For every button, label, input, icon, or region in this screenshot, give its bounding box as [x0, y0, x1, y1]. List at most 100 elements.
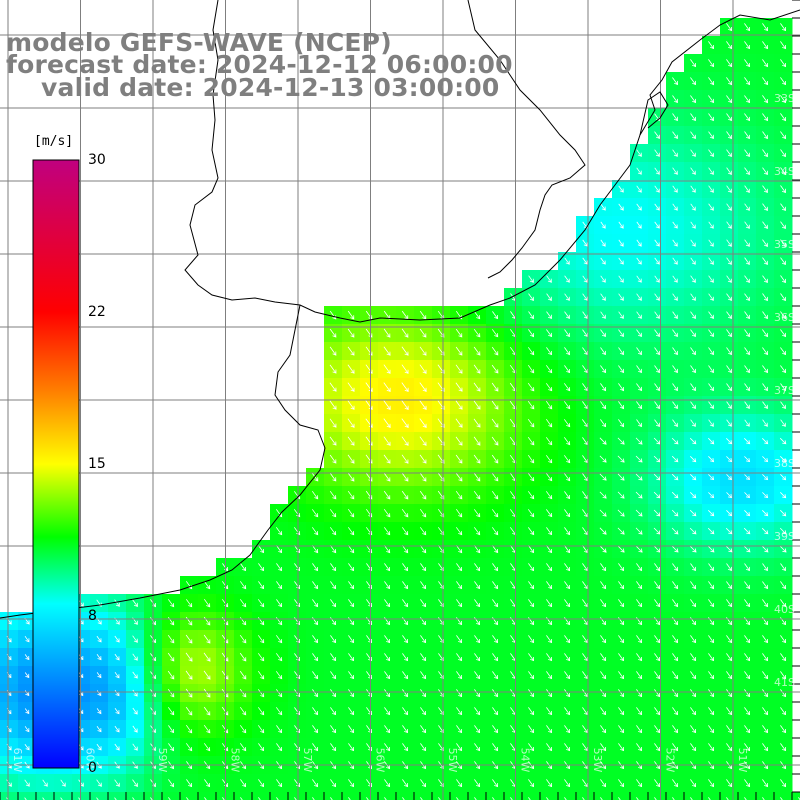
wind-arrow	[401, 472, 409, 482]
wind-arrow	[329, 545, 337, 554]
lon-label: 57W	[301, 748, 314, 773]
wind-arrow	[419, 418, 427, 428]
wind-arrow	[60, 779, 66, 787]
wind-arrow	[690, 77, 697, 86]
wind-arrow	[563, 437, 571, 446]
wind-arrow	[456, 689, 463, 698]
wind-arrow	[671, 545, 679, 553]
wind-arrow	[744, 41, 751, 50]
wind-arrow	[384, 725, 391, 734]
wind-cell	[396, 792, 415, 800]
wind-arrow	[689, 545, 697, 553]
wind-arrow	[330, 743, 337, 752]
wind-arrow	[780, 581, 787, 590]
wind-arrow	[690, 239, 696, 247]
wind-arrow	[347, 364, 355, 374]
wind-arrow	[564, 671, 571, 680]
wind-arrow	[564, 599, 571, 608]
wind-cell	[540, 792, 559, 800]
wind-arrow	[672, 95, 678, 104]
wind-arrow	[636, 725, 643, 734]
wind-cell	[468, 792, 487, 800]
wind-arrow	[564, 743, 571, 752]
wind-arrow	[708, 77, 715, 86]
wind-arrow	[528, 797, 531, 800]
wind-arrow	[132, 743, 138, 751]
wind-arrow	[671, 509, 679, 517]
wind-arrow	[24, 726, 30, 733]
wind-arrow	[654, 329, 660, 337]
wind-arrow	[132, 797, 135, 800]
wind-arrow	[780, 221, 786, 229]
wind-arrow	[780, 599, 787, 608]
wind-arrow	[762, 275, 768, 283]
wind-arrow	[24, 708, 30, 715]
wind-arrow	[528, 653, 535, 662]
wind-arrow	[329, 400, 337, 410]
wind-arrow	[203, 652, 211, 662]
wind-arrow	[401, 382, 409, 392]
wind-arrow	[311, 527, 319, 536]
wind-arrow	[654, 383, 660, 392]
wind-arrow	[132, 689, 138, 697]
wind-arrow	[167, 652, 175, 662]
wind-arrow	[780, 707, 787, 716]
wind-cell	[252, 792, 271, 800]
wind-arrow	[329, 490, 337, 500]
wind-arrow	[329, 328, 337, 338]
wind-arrow	[653, 437, 661, 445]
wind-arrow	[563, 473, 571, 482]
wind-arrow	[780, 509, 787, 517]
wind-arrow	[420, 599, 427, 608]
wind-arrow	[564, 257, 570, 265]
wind-arrow	[600, 419, 607, 428]
wind-cell	[342, 792, 361, 800]
wind-arrow	[563, 455, 571, 464]
wind-arrow	[329, 436, 337, 446]
wind-arrow	[167, 670, 175, 680]
wind-arrow	[708, 492, 715, 499]
lon-label: 59W	[156, 748, 169, 773]
wind-arrow	[239, 688, 247, 698]
wind-arrow	[654, 131, 660, 139]
wind-arrow	[617, 437, 625, 445]
wind-arrow	[636, 707, 643, 716]
wind-arrow	[401, 400, 409, 410]
wind-arrow	[527, 473, 535, 482]
wind-arrow	[546, 527, 553, 536]
wind-arrow	[635, 473, 643, 481]
wind-arrow	[725, 527, 733, 535]
wind-arrow	[474, 635, 481, 644]
wind-arrow	[618, 275, 624, 283]
wind-arrow	[348, 779, 355, 788]
wind-arrow	[618, 203, 624, 211]
wind-arrow	[744, 185, 750, 193]
wind-arrow	[780, 131, 787, 140]
wind-cell	[324, 792, 343, 800]
wind-arrow	[384, 581, 391, 590]
wind-arrow	[708, 347, 714, 356]
wind-arrow	[329, 527, 337, 536]
wind-arrow	[654, 689, 661, 698]
wind-arrow	[707, 545, 715, 553]
wind-arrow	[456, 671, 463, 680]
wind-arrow	[384, 689, 391, 698]
wind-arrow	[401, 527, 409, 536]
wind-arrow	[203, 688, 211, 698]
wind-arrow	[491, 382, 499, 392]
wind-cell	[198, 792, 217, 800]
wind-arrow	[186, 779, 193, 788]
lon-label: 53W	[591, 748, 604, 773]
wind-arrow	[618, 689, 625, 698]
wind-arrow	[528, 707, 535, 716]
wind-arrow	[276, 797, 279, 800]
wind-arrow	[545, 455, 553, 464]
wind-arrow	[690, 456, 697, 463]
wind-arrow	[690, 563, 696, 572]
wind-arrow	[528, 743, 535, 752]
wind-arrow	[419, 328, 427, 338]
wind-arrow	[491, 527, 499, 536]
wind-arrow	[726, 581, 733, 590]
valid-date: valid date: 2024-12-13 03:00:00	[41, 73, 500, 102]
wind-arrow	[330, 653, 337, 662]
